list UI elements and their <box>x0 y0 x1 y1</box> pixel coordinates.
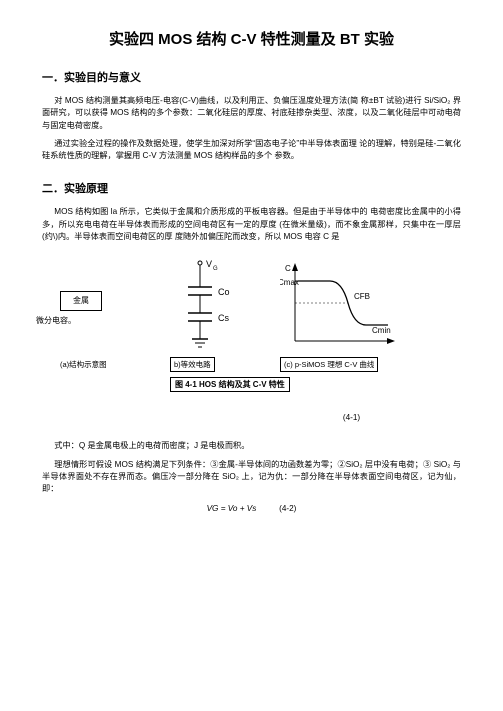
section-2-para-1: MOS 结构如图 la 所示，它类似于金属和介质形成的平板电容器。但是由于半导体… <box>42 206 461 243</box>
svg-text:CFB: CFB <box>354 292 370 301</box>
svg-text:Cmin: Cmin <box>372 326 391 335</box>
svg-text:C: C <box>285 264 291 273</box>
svg-text:Cmax: Cmax <box>280 278 299 287</box>
section-3-para-1: 式中：Q 是金属电极上的电荷而密度；J 是电极而积。 <box>42 440 461 452</box>
weifen-label: 微分电容。 <box>36 315 76 326</box>
section-1-para-2: 通过实验全过程的操作及数据处理，使学生加深对所学“固态电子论”中半导体表面理 论… <box>42 138 461 163</box>
metal-box: 金属 <box>60 291 102 311</box>
caption-a: (a)结构示意图 <box>60 359 107 370</box>
svg-text:V: V <box>206 259 212 269</box>
figure-title: 图 4-1 HOS 结构及其 C-V 特性 <box>170 377 290 392</box>
cv-curve-diagram: Cmax CFB Cmin C <box>280 261 400 353</box>
section-3-para-2: 理想情形可假设 MOS 结构满足下列条件：③金属-半导体间的功函数差为零；②Si… <box>42 459 461 496</box>
caption-c: (c) p-SiMOS 理想 C-V 曲线 <box>280 357 378 372</box>
section-1-para-1: 对 MOS 结构测量其高频电压-电容(C-V)曲线，以及利用正、负偏压温度处理方… <box>42 95 461 132</box>
svg-text:Co: Co <box>218 287 230 297</box>
figure-4-1: 金属 微分电容。 (a)结构示意图 V G Co Cs b)等效电路 Cmax … <box>42 249 461 399</box>
formula-text: VG = Vo + Vs <box>207 504 257 513</box>
equation-tag-4-1: (4-1) <box>242 413 461 422</box>
svg-text:Cs: Cs <box>218 313 229 323</box>
section-2-heading: 二．实验原理 <box>42 180 461 196</box>
equation-4-2: VG = Vo + Vs (4-2) <box>42 504 461 513</box>
section-1-heading: 一．实验目的与意义 <box>42 69 461 85</box>
caption-b: b)等效电路 <box>170 357 215 372</box>
svg-text:G: G <box>213 266 218 272</box>
equivalent-circuit-diagram: V G Co Cs <box>170 257 250 357</box>
formula-tag: (4-2) <box>279 504 296 513</box>
doc-title: 实验四 MOS 结构 C-V 特性测量及 BT 实验 <box>42 28 461 49</box>
